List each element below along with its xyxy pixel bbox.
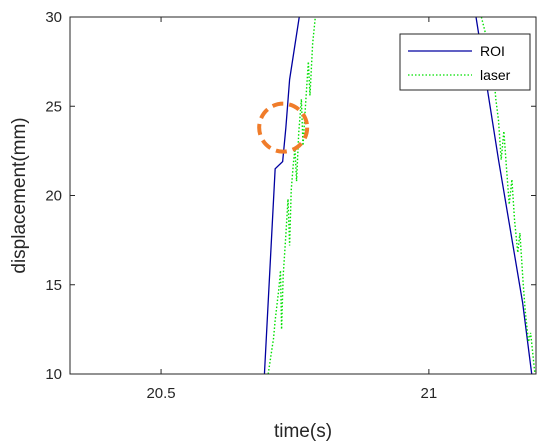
- y-tick-label: 30: [45, 9, 62, 26]
- annotation-layer: [257, 101, 310, 154]
- y-axis-label: displacement(mm): [9, 117, 30, 273]
- x-axis-ticks: 20.5 21: [146, 17, 437, 402]
- legend-label-roi: ROI: [480, 43, 505, 59]
- y-tick-label: 15: [45, 277, 62, 294]
- y-tick-label: 25: [45, 98, 62, 115]
- highlight-circle: [257, 101, 310, 154]
- series-line-roi-1: [263, 17, 300, 374]
- x-axis-label: time(s): [274, 421, 332, 442]
- legend-box: [399, 33, 531, 91]
- x-tick-label: 21: [421, 385, 438, 402]
- y-tick-label: 20: [45, 188, 62, 205]
- x-tick-label: 20.5: [146, 385, 175, 402]
- legend-label-laser: laser: [480, 67, 511, 83]
- legend: ROI laser: [399, 33, 531, 91]
- y-axis-ticks: 10 15 20 25 30: [45, 9, 536, 383]
- y-tick-label: 10: [45, 366, 62, 383]
